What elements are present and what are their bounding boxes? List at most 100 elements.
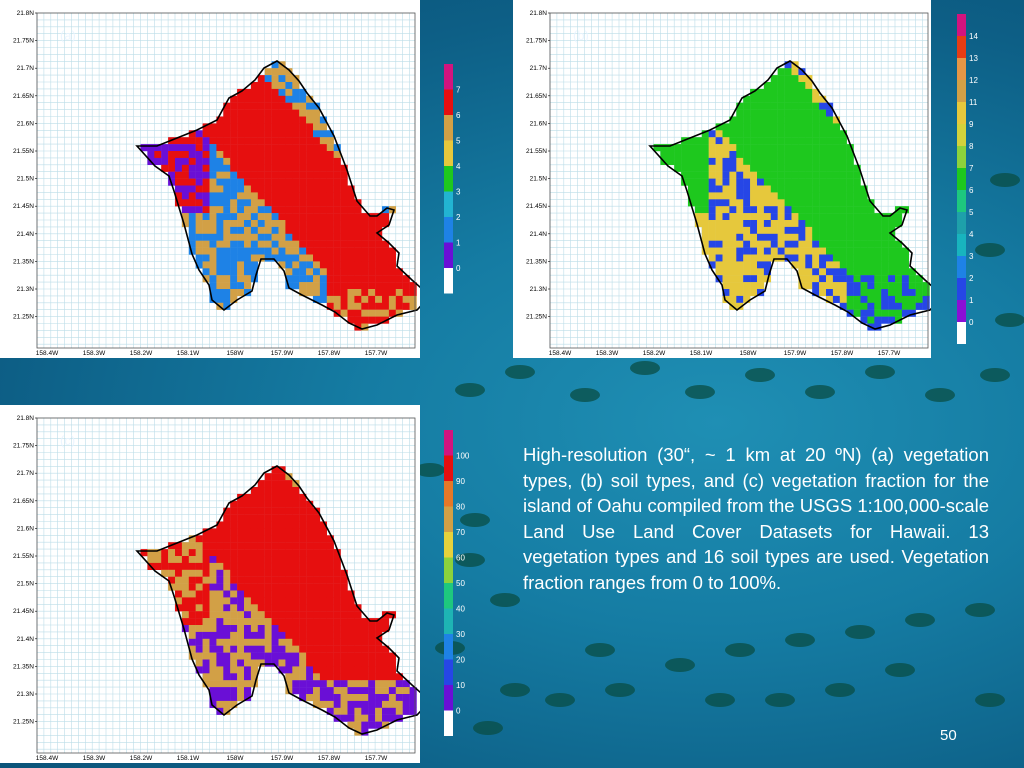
legend-swatch (957, 80, 966, 102)
lon-tick-label: 157.8W (318, 350, 341, 357)
legend-tick-label: 6 (456, 111, 461, 120)
legend-tick-label: 9 (969, 120, 974, 129)
legend-swatch (444, 191, 453, 217)
lon-tick-label: 157.9W (784, 350, 807, 357)
legend-tick-label: 8 (969, 142, 974, 151)
island-outline (135, 60, 420, 330)
legend-swatch (444, 268, 453, 294)
lat-tick-label: 21.6N (530, 120, 548, 127)
legend-tick-label: 20 (456, 656, 465, 665)
lon-tick-label: 157.7W (878, 350, 901, 357)
lat-tick-label: 21.7N (17, 470, 35, 477)
background-dot (975, 243, 1005, 257)
lon-tick-label: 158.4W (549, 350, 572, 357)
legend-tick-label: 60 (456, 554, 465, 563)
lat-tick-label: 21.25N (526, 314, 547, 321)
background-dot (975, 693, 1005, 707)
legend-tick-label: 30 (456, 630, 465, 639)
lon-tick-label: 157.8W (831, 350, 854, 357)
lat-tick-label: 21.55N (13, 553, 34, 560)
legend-swatch (444, 166, 453, 192)
lat-tick-label: 21.25N (13, 314, 34, 321)
background-dot (995, 313, 1024, 327)
lat-tick-label: 21.65N (13, 93, 34, 100)
lon-tick-label: 158.4W (36, 755, 59, 762)
map-soil-types: 21.8N 21.75N 21.7N 21.65N 21.6N 21.55N 21.5N 21… (526, 10, 931, 357)
legend-tick-label: 4 (969, 230, 974, 239)
legend-tick-label: 80 (456, 503, 465, 512)
background-dot (965, 603, 995, 617)
legend-tick-label: 0 (456, 707, 461, 716)
panel-soil-types: 21.8N 21.75N 21.7N 21.65N 21.6N 21.55N 21.5N 21… (513, 0, 931, 358)
lat-tick-label: 21.4N (17, 636, 35, 643)
legend-swatch (957, 36, 966, 58)
legend-swatch (444, 685, 453, 711)
lon-tick-label: 158.3W (83, 350, 106, 357)
background-dot (885, 663, 915, 677)
background-dot (990, 173, 1020, 187)
lon-tick-label: 157.9W (271, 755, 294, 762)
legend-swatch (957, 14, 966, 36)
legend-tick-label: 11 (969, 98, 978, 107)
legend-tick-label: 4 (456, 162, 461, 171)
background-dot (685, 385, 715, 399)
legend-tick-label: 2 (969, 274, 974, 283)
lat-tick-label: 21.3N (530, 286, 548, 293)
lon-tick-label: 158W (227, 350, 245, 357)
lat-tick-label: 21.6N (17, 120, 35, 127)
lat-tick-label: 21.7N (17, 65, 35, 72)
background-dot (490, 593, 520, 607)
legend-swatch (444, 89, 453, 115)
legend-tick-label: 3 (456, 188, 461, 197)
lon-tick-label: 157.8W (318, 755, 341, 762)
lat-tick-label: 21.35N (526, 258, 547, 265)
background-dot (745, 368, 775, 382)
legend-tick-label: 7 (969, 164, 974, 173)
legend-tick-label: 70 (456, 528, 465, 537)
legend-swatch (957, 102, 966, 124)
legend-tick-label: 2 (456, 213, 461, 222)
lon-tick-label: 157.7W (365, 350, 388, 357)
lon-tick-label: 158.1W (690, 350, 713, 357)
lat-tick-label: 21.8N (17, 415, 35, 422)
background-dot (865, 365, 895, 379)
lat-tick-label: 21.35N (13, 663, 34, 670)
lon-tick-label: 158.2W (643, 350, 666, 357)
lon-tick-label: 158.2W (130, 755, 153, 762)
legend-tick-label: 13 (969, 54, 978, 63)
background-dot (925, 388, 955, 402)
background-dot (605, 683, 635, 697)
legend-swatch (957, 256, 966, 278)
legend-swatch (444, 455, 453, 481)
legend-swatch (957, 58, 966, 80)
lat-tick-label: 21.6N (17, 525, 35, 532)
background-dot (545, 693, 575, 707)
lon-tick-label: 157.7W (365, 755, 388, 762)
lat-tick-label: 21.8N (530, 10, 548, 17)
background-dot (785, 633, 815, 647)
legend-swatch (957, 190, 966, 212)
lon-tick-label: 158.1W (177, 350, 200, 357)
legend-tick-label: 6 (969, 186, 974, 195)
lat-tick-label: 21.45N (13, 203, 34, 210)
lat-tick-label: 21.3N (17, 691, 35, 698)
legend-swatch (957, 234, 966, 256)
lon-tick-label: 158.4W (36, 350, 59, 357)
panel-label-a: (a) (60, 28, 76, 43)
panel-label-c: (c) (60, 433, 76, 448)
background-dot (455, 553, 485, 567)
panel-vegetation-fraction: 21.8N 21.75N 21.7N 21.65N 21.6N 21.55N 21.5N 21… (0, 405, 420, 763)
lat-tick-label: 21.75N (13, 38, 34, 45)
legend-swatch (444, 242, 453, 268)
lat-tick-label: 21.3N (17, 286, 35, 293)
legend-swatch (957, 212, 966, 234)
background-dot (570, 388, 600, 402)
legend-swatch (444, 659, 453, 685)
lat-tick-label: 21.8N (17, 10, 35, 17)
lat-tick-label: 21.5N (17, 581, 35, 588)
lat-tick-label: 21.35N (13, 258, 34, 265)
lon-tick-label: 158.3W (596, 350, 619, 357)
lat-tick-label: 21.55N (526, 148, 547, 155)
